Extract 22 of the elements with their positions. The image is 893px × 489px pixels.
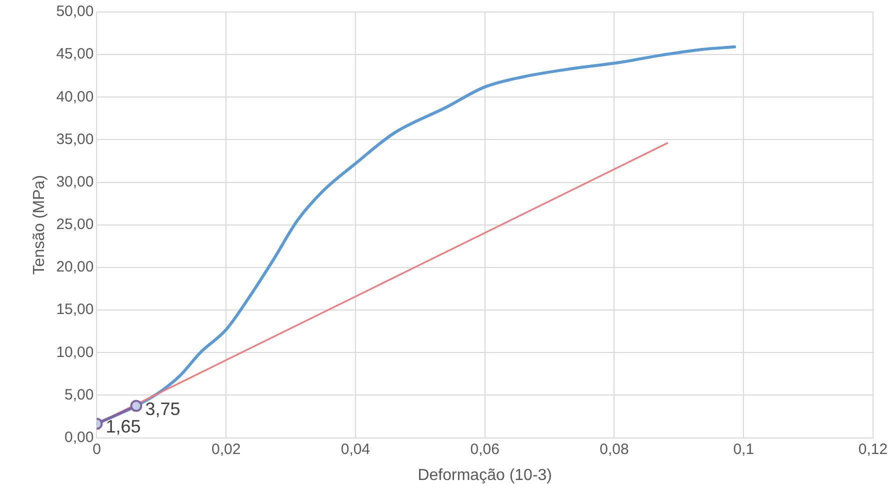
x-axis-title: Deformação (10-3): [418, 466, 552, 484]
x-tick-label: 0,06: [470, 440, 500, 458]
y-axis-title: Tensão (MPa): [31, 175, 48, 275]
x-tick-label: 0: [92, 440, 101, 458]
y-tick-label: 5,00: [64, 386, 94, 404]
data-label: 1,65: [106, 416, 141, 437]
y-tick-label: 25,00: [56, 216, 94, 234]
y-tick-label: 15,00: [56, 301, 94, 318]
x-tick-label: 0,02: [212, 440, 241, 458]
x-tick-label: 0,1: [733, 440, 754, 458]
y-tick-label: 0,00: [64, 428, 94, 446]
y-tick-label: 30,00: [56, 173, 94, 190]
y-tick-label: 45,00: [56, 46, 94, 63]
x-tick-label: 0,12: [858, 440, 888, 458]
y-tick-label: 40,00: [56, 88, 94, 106]
x-tick-label: 0,08: [600, 440, 629, 458]
y-tick-label: 10,00: [56, 344, 94, 361]
y-tick-label: 20,00: [56, 258, 94, 276]
x-tick-label: 0,04: [340, 440, 370, 458]
y-tick-label: 35,00: [56, 130, 94, 148]
data-label: 3,75: [145, 398, 180, 419]
y-tick-label: 50,00: [56, 3, 94, 20]
